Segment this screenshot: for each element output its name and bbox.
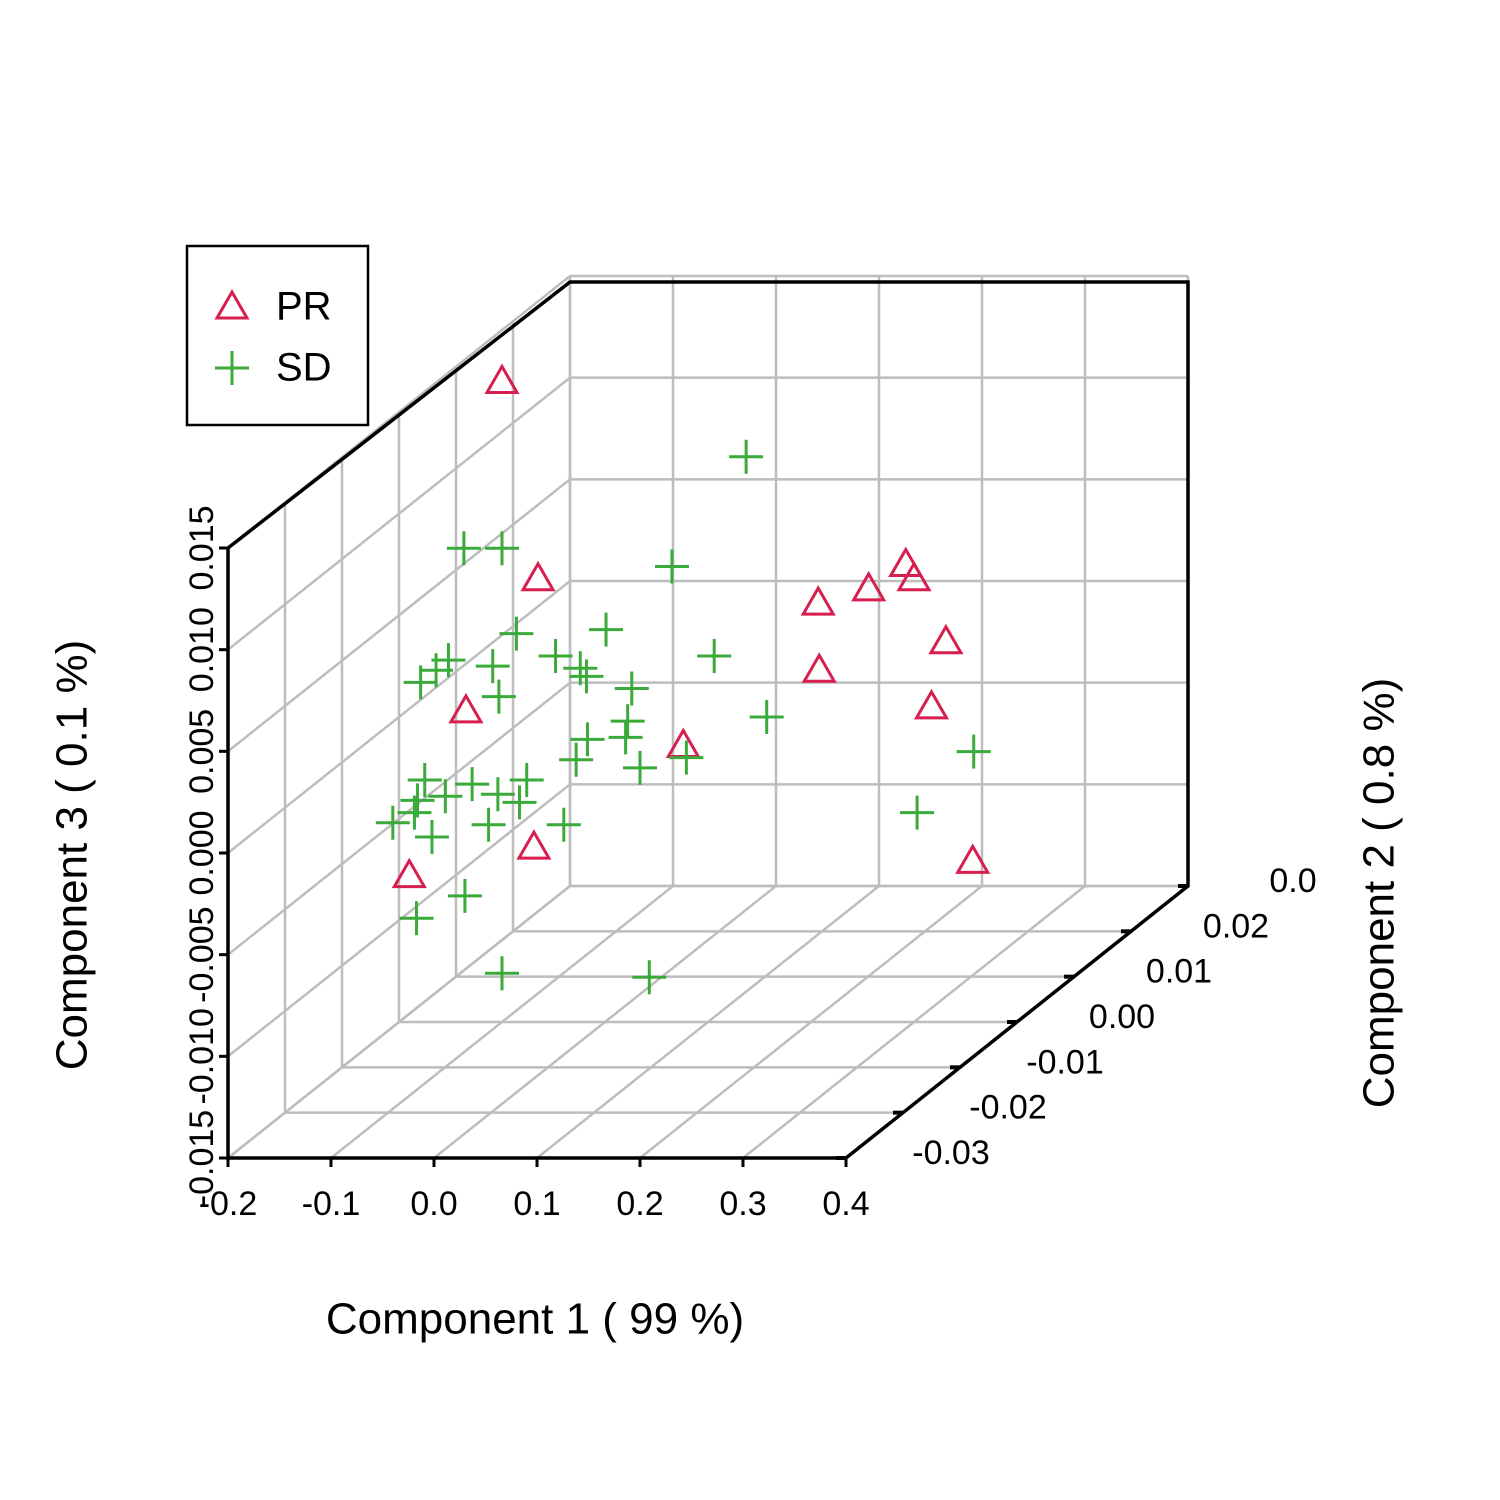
point-plus <box>623 750 658 785</box>
point-plus <box>428 779 463 814</box>
point-plus <box>403 665 438 700</box>
point-triangle <box>484 363 520 394</box>
point-triangle <box>955 843 991 874</box>
point-triangle <box>448 692 484 724</box>
point-plus <box>729 439 764 474</box>
z-tick-label: 0.010 <box>183 607 221 692</box>
point-plus <box>697 639 732 673</box>
point-plus <box>471 807 506 842</box>
x-tick-label: -0.2 <box>199 1185 258 1223</box>
z-tick-label: 0.000 <box>183 810 221 895</box>
x-axis-title: Component 1 ( 99 %) <box>326 1295 744 1344</box>
point-triangle <box>888 546 924 577</box>
point-plus <box>481 679 516 714</box>
point-plus <box>502 785 537 820</box>
point-triangle <box>516 829 552 860</box>
grid-line <box>227 681 571 956</box>
point-triangle <box>928 623 964 655</box>
points <box>375 363 991 995</box>
point-plus <box>589 612 624 647</box>
z-tick-label: -0.010 <box>183 1008 221 1104</box>
x-tick-label: 0.0 <box>410 1185 457 1223</box>
point-triangle <box>913 688 950 720</box>
point-plus <box>956 734 991 769</box>
legend-label: SD <box>276 346 332 390</box>
z-tick-label: 0.005 <box>183 709 221 794</box>
point-plus <box>399 901 434 936</box>
grid-line <box>227 885 571 1159</box>
point-plus <box>475 649 510 684</box>
point-plus <box>654 549 689 584</box>
y-tick-label: -0.02 <box>969 1089 1047 1127</box>
grid-line <box>227 376 571 651</box>
point-triangle <box>801 652 837 683</box>
point-plus <box>569 659 604 694</box>
point-plus <box>485 956 519 991</box>
point-triangle <box>851 570 887 602</box>
point-plus <box>900 795 935 830</box>
point-plus <box>559 742 594 777</box>
point-plus <box>414 819 449 854</box>
y-tick-label: 0.01 <box>1146 953 1212 991</box>
point-triangle <box>520 560 556 592</box>
point-plus <box>614 671 649 706</box>
point-plus <box>499 616 534 651</box>
x-tick-label: -0.1 <box>302 1185 361 1223</box>
point-plus <box>669 740 704 775</box>
point-triangle <box>800 585 836 616</box>
point-plus <box>375 805 410 840</box>
point-plus <box>632 960 667 995</box>
point-plus <box>509 763 544 798</box>
point-triangle <box>896 560 932 592</box>
x-tick-label: 0.3 <box>719 1185 766 1223</box>
point-plus <box>485 531 519 566</box>
z-tick-label: 0.015 <box>183 505 221 590</box>
legend-marker <box>214 288 250 320</box>
grid <box>226 274 1190 1160</box>
legend: PR SD <box>185 244 370 427</box>
grid-line <box>227 478 571 753</box>
z-tick-label: -0.005 <box>183 906 221 1002</box>
point-plus <box>447 878 482 913</box>
point-plus <box>570 722 605 757</box>
point-plus <box>397 795 432 830</box>
x-tick-label: 0.1 <box>513 1185 560 1223</box>
point-plus <box>749 700 784 734</box>
frame <box>226 280 1190 1160</box>
ticks: -0.2 -0.1 0.0 0.1 0.2 0.3 0.4 -0.03 -0.02 -0.01 0.… <box>183 505 1317 1223</box>
legend-label: PR <box>276 285 332 329</box>
point-plus <box>563 651 598 686</box>
y-tick-label: -0.01 <box>1026 1043 1104 1081</box>
point-plus <box>538 639 573 673</box>
z-axis-title: Component 3 ( 0.1 %) <box>48 640 97 1070</box>
point-plus <box>610 704 645 739</box>
point-triangle <box>391 857 427 889</box>
point-plus <box>407 763 442 798</box>
point-plus <box>455 767 490 802</box>
y-tick-label: 0.0 <box>1269 862 1316 900</box>
y-tick-label: 0.00 <box>1089 998 1155 1036</box>
legend-box <box>185 244 370 427</box>
x-tick-label: 0.4 <box>822 1185 869 1223</box>
legend-marker <box>215 351 249 385</box>
point-plus <box>608 720 643 755</box>
point-plus <box>480 777 515 812</box>
y-axis-title: Component 2 ( 0.8 %) <box>1355 678 1404 1108</box>
y-tick-label: 0.02 <box>1203 907 1269 945</box>
point-plus <box>546 807 581 842</box>
z-tick-label: -0.015 <box>183 1110 221 1206</box>
y-tick-label: -0.03 <box>912 1134 990 1172</box>
x-tick-label: 0.2 <box>616 1185 663 1223</box>
grid-line <box>227 783 571 1058</box>
point-plus <box>446 531 481 566</box>
box-outline <box>226 280 1190 1160</box>
grid-line <box>227 580 571 854</box>
